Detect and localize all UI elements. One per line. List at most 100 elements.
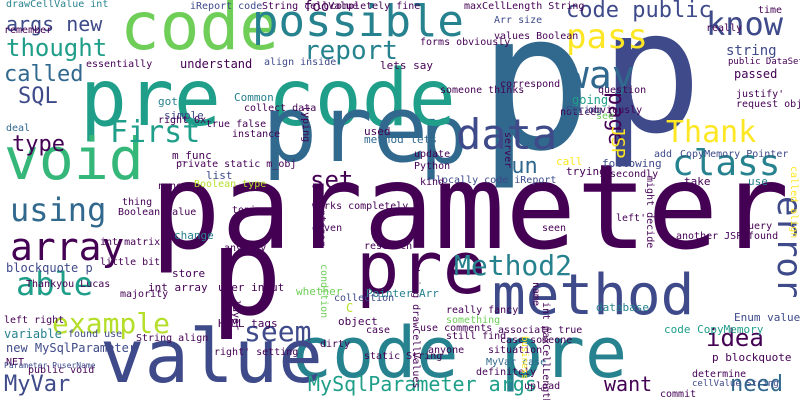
- word-string: string: [726, 43, 777, 59]
- word-seem: seem: [244, 315, 312, 348]
- word-type: type: [12, 132, 65, 157]
- word-String: String: [566, 105, 603, 116]
- word-update: update: [414, 149, 451, 160]
- word-example: example: [52, 307, 171, 340]
- word-Pointer-Arr: Pointer Arr: [366, 287, 439, 300]
- word-method: method: [492, 263, 695, 328]
- word-HTML-tags: HTML tags: [218, 317, 278, 330]
- word-given: given: [312, 223, 343, 234]
- word-completely-fine: completely fine: [330, 1, 421, 12]
- word-know: know: [706, 5, 784, 43]
- word-left: left': [616, 213, 647, 224]
- word-pre: pre: [262, 76, 429, 183]
- word-true-false: true false: [206, 119, 267, 130]
- word-SQL: SQL: [18, 84, 58, 109]
- word-Arr-size: Arr size: [494, 15, 543, 26]
- word-maxCellLength-String: maxCellLength String: [464, 1, 585, 12]
- word-pre-code: pre code: [80, 54, 456, 144]
- word-situation: situation: [488, 345, 543, 356]
- word-someone-thinks: someone thinks: [440, 85, 525, 96]
- word-code: code: [120, 0, 279, 65]
- word-really-fancy: really fancy: [446, 305, 519, 316]
- word-use-comments: use comments: [420, 323, 493, 334]
- word-p: p: [420, 89, 469, 182]
- word-foo: foo: [304, 0, 330, 15]
- word-locally-code-iReport: locally code iReport: [436, 175, 557, 186]
- word-anybody: anybody: [224, 243, 267, 254]
- word-forms-obviously: forms obviously: [420, 37, 511, 48]
- word-First: First: [110, 115, 201, 150]
- word-justify: justify': [736, 89, 785, 100]
- word-drawCellValue-int: drawCellValue int: [6, 0, 109, 10]
- word-values-Boolean: values Boolean: [494, 31, 579, 42]
- word-called: called: [4, 62, 84, 87]
- word-still-find: still find: [446, 331, 507, 342]
- word-private-static-m-obj: private static m_obj: [176, 159, 297, 170]
- word-really: really: [706, 23, 743, 34]
- word-called-align: called align: [788, 166, 799, 239]
- word-anyone: anyone: [428, 345, 465, 356]
- word-definitely: definitely: [476, 367, 537, 378]
- word-essentially: essentially: [86, 59, 153, 70]
- word-case: case: [366, 325, 391, 336]
- word-JSP: JSP: [607, 126, 628, 159]
- word-thought: thought: [6, 34, 108, 62]
- word-user-input: user input: [218, 281, 285, 294]
- word-seen: seen: [542, 223, 567, 234]
- word-topics: topics: [232, 205, 269, 216]
- word-m-func: m_func: [172, 149, 212, 162]
- word-use: use: [748, 175, 768, 188]
- word-condition: condition: [318, 264, 329, 319]
- word-pass: pass: [566, 17, 648, 57]
- word-code-CopyMemory: code CopyMemory: [664, 323, 764, 336]
- word-used: used: [364, 125, 391, 138]
- word-found: found: [748, 231, 779, 242]
- word-able: able: [16, 265, 94, 303]
- word-layer: layer: [230, 300, 241, 331]
- word-data: data: [456, 110, 558, 159]
- word-instance: instance: [232, 129, 281, 140]
- word-Parameter-PuserName: Parameter PuserName: [4, 361, 96, 370]
- word-name: name: [530, 282, 541, 307]
- word-database: database: [596, 301, 649, 314]
- word-Boolean-type: Boolean type: [194, 179, 267, 190]
- word-store: store: [172, 267, 206, 280]
- word-take: take: [684, 175, 711, 188]
- word-Thankyou-Lucas: Thankyou Lucas: [26, 279, 111, 290]
- word-server: server: [502, 132, 513, 169]
- word-query: query: [742, 221, 773, 232]
- word-passed: passed: [734, 67, 778, 81]
- word-obviously: obviously: [588, 105, 643, 116]
- word-new-MySqlParameter: new MySqlParameter: [6, 341, 137, 355]
- word-none: none: [158, 181, 183, 192]
- word-p-blockquote: p blockquote: [712, 351, 792, 364]
- word-parameter: parameter: [150, 138, 790, 276]
- word-p: p: [600, 0, 703, 172]
- word-int-maxCellLength: int maxCellLength: [540, 302, 551, 400]
- word-deal: deal: [6, 123, 31, 134]
- word-align-inside: align inside: [264, 57, 337, 68]
- word-see: see: [596, 111, 615, 122]
- word-little-bit: little bit: [100, 257, 161, 268]
- word-dirty: dirty: [320, 339, 351, 350]
- word-trying: trying: [566, 165, 606, 178]
- word-using: using: [10, 191, 107, 229]
- word-set: set: [310, 166, 354, 194]
- word-p: p: [478, 0, 593, 193]
- word-going: going: [572, 93, 609, 107]
- word-want: want: [604, 372, 653, 396]
- word-following: following: [602, 157, 662, 170]
- word-code-public: code public: [566, 0, 712, 23]
- word-integer: integer: [316, 204, 327, 247]
- word-research: research: [364, 241, 413, 252]
- word-way: way: [566, 53, 635, 97]
- word-change: change: [174, 229, 214, 242]
- word-business: business: [519, 336, 529, 380]
- word-collection: collection: [334, 293, 395, 304]
- word-right-0x: right 0x: [158, 115, 207, 126]
- word-majority: majority: [120, 289, 169, 300]
- word-understand: understand: [180, 57, 253, 71]
- word-possible: possible: [252, 0, 464, 47]
- word-associate-true: associate true: [498, 325, 583, 336]
- word-need: need: [730, 372, 783, 397]
